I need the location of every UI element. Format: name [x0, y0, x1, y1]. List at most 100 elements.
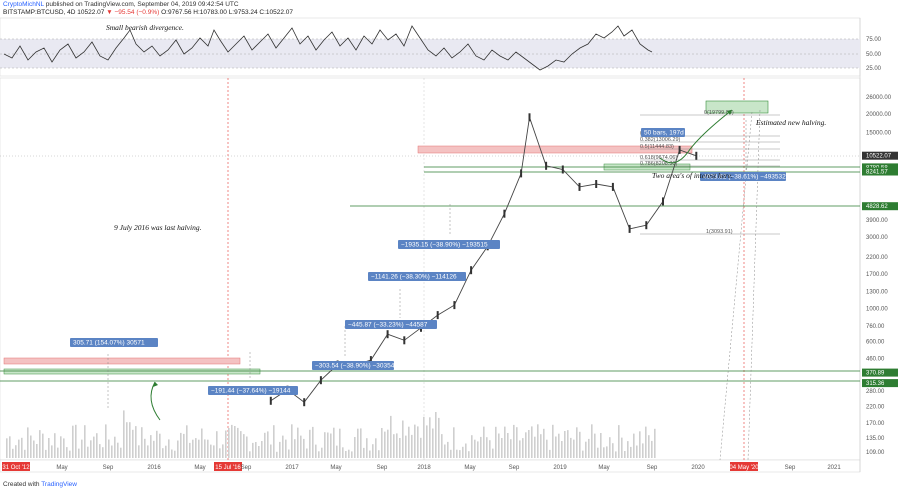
measure-annotation: −1935.15 (−38.90%) −193515 [398, 240, 500, 249]
date-axis-label: 04 May '20 [729, 465, 759, 471]
price-tag: 370.89 [862, 368, 898, 377]
price-point [528, 113, 531, 122]
ohlc-values: O:9767.56 H:10783.00 L:9753.24 C:10522.0… [161, 9, 294, 16]
svg-text:−303.54 (−38.90%) −30354: −303.54 (−38.90%) −30354 [315, 363, 395, 370]
date-axis-label: May [56, 465, 67, 471]
date-axis-label: Sep [785, 465, 796, 471]
date-axis-label: 2019 [553, 465, 567, 471]
volume-bars [6, 410, 656, 458]
price-axis-label: 2200.00 [866, 255, 888, 261]
price-point [520, 169, 523, 178]
price-axis-label: 760.00 [866, 324, 885, 330]
fib-level-label: 0.382(13006.29) [640, 137, 681, 143]
price-axis[interactable]: 26000.00 20000.00 15000.00 10522.07 8241.57 4… [866, 95, 892, 456]
halving-note: 9 July 2016 was last halving. [114, 223, 202, 232]
price-tag: 315.36 [862, 379, 898, 388]
date-axis-label: May [464, 465, 475, 471]
price-point [645, 221, 648, 230]
measure-lines [107, 109, 761, 461]
date-axis-label: Sep [509, 465, 520, 471]
price-point [386, 330, 389, 339]
date-axis-label: 2018 [417, 465, 431, 471]
price-point [303, 398, 306, 407]
target-zone [705, 100, 769, 114]
price-axis-label: 170.00 [866, 421, 885, 427]
chart-header: CryptoMichNL published on TradingView.co… [3, 1, 293, 17]
date-axis-label: Sep [377, 465, 388, 471]
price-axis-label: 135.00 [866, 436, 885, 442]
price-axis-label: 460.00 [866, 357, 885, 363]
support-zone-2016 [3, 368, 261, 375]
price-axis-label: 1700.00 [866, 272, 888, 278]
author-name[interactable]: CryptoMichNL [3, 1, 44, 8]
price-point [319, 376, 322, 385]
price-point [453, 301, 456, 310]
price-axis-label: 3000.00 [866, 235, 888, 241]
oscillator-band [0, 39, 860, 68]
fib-level-label: 0.5(11444.83) [640, 144, 674, 150]
price-tag: 8241.57 [862, 167, 898, 176]
price-tag: 10522.07 [862, 151, 898, 160]
measure-annotation: 305.71 (154.07%) 30571 [70, 338, 158, 347]
svg-text:−445.87 (−33.23%) −44587: −445.87 (−33.23%) −44587 [348, 322, 428, 329]
price-point [269, 396, 272, 405]
price-axis-label: 20000.00 [866, 112, 892, 118]
svg-text:−1935.15 (−38.90%) −193515: −1935.15 (−38.90%) −193515 [401, 242, 488, 249]
price-point [545, 161, 548, 170]
price-point [628, 224, 631, 233]
svg-text:370.89: 370.89 [866, 371, 885, 377]
price-axis-label: 26000.00 [866, 95, 892, 101]
price-axis-label: 600.00 [866, 339, 885, 345]
projection-arrow [659, 109, 733, 164]
fib-level-label: 0.618(9674.06) [640, 155, 677, 161]
tradingview-logo[interactable]: TradingView [41, 481, 77, 488]
measure-annotation: −303.54 (−38.90%) −30354 [312, 361, 395, 370]
svg-text:4828.62: 4828.62 [866, 204, 888, 210]
measure-annotation: −1141.26 (−38.30%) −114126 [368, 272, 466, 281]
measure-annotation: 4933.82 (−38.61%) −493532 [700, 172, 786, 181]
interest-note: Two area's of interest here. [652, 171, 733, 180]
price-axis-label: 1000.00 [866, 306, 888, 312]
footer: Created with TradingView [3, 481, 77, 488]
date-axis-label: 2017 [285, 465, 299, 471]
svg-text:−1141.26 (−38.30%) −114126: −1141.26 (−38.30%) −114126 [371, 274, 457, 281]
date-marker [2, 462, 30, 471]
svg-text:10522.07: 10522.07 [866, 154, 892, 160]
price-axis-label: 280.00 [866, 389, 885, 395]
price-point [578, 182, 581, 191]
price-point [678, 145, 681, 154]
main-pane [0, 77, 861, 461]
price-tag: 4828.62 [862, 202, 898, 211]
price-point [595, 180, 598, 188]
svg-text:8241.57: 8241.57 [866, 170, 888, 176]
divergence-note: Small bearish divergence. [106, 23, 184, 32]
symbol-label: BITSTAMP:BTCUSD, 4D [3, 9, 76, 16]
date-axis-label: May [194, 465, 205, 471]
svg-text:315.36: 315.36 [866, 381, 885, 387]
price-change: ▼ −95.54 (−0.9%) [106, 9, 160, 16]
price-axis-label: 109.00 [866, 450, 885, 456]
svg-text:−191.44 (−37.64%) −19144: −191.44 (−37.64%) −19144 [211, 388, 291, 395]
date-axis-label: Sep [103, 465, 114, 471]
price-point [403, 336, 406, 345]
date-axis[interactable]: 31 Oct '12 May Sep 2016 May 15 Jul '16 Sep 2017… [2, 462, 841, 471]
oscillator-line [3, 25, 653, 71]
date-axis-label: 2021 [827, 465, 841, 471]
price-point [369, 356, 372, 365]
price-axis-label: 220.00 [866, 405, 885, 411]
resistance-zone-2016 [3, 357, 241, 365]
resistance-zone-2019 [417, 145, 693, 154]
date-axis-label: 31 Oct '12 [2, 465, 30, 471]
date-axis-label: May [330, 465, 341, 471]
date-axis-label: May [598, 465, 609, 471]
date-marker [730, 462, 758, 471]
date-axis-label: Sep [647, 465, 658, 471]
last-price: 10522.07 [77, 9, 105, 16]
date-axis-label: 2016 [147, 465, 161, 471]
svg-text:4933.82 (−38.61%) −493532: 4933.82 (−38.61%) −493532 [703, 174, 786, 181]
bounce-arrow-2016 [150, 381, 161, 421]
svg-text:50 bars, 197d: 50 bars, 197d [644, 130, 684, 137]
price-axis-label: 15000.00 [866, 131, 892, 137]
fib-level-label: 1(3093.91) [706, 229, 733, 235]
